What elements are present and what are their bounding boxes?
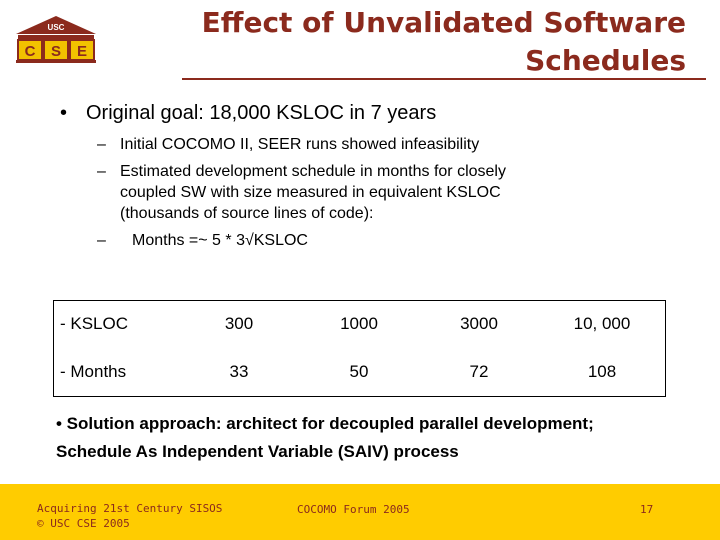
sub-bullet-2-line-2: coupled SW with size measured in equival… [120, 184, 501, 201]
sub-bullet-2-cont-1: coupled SW with size measured in equival… [60, 183, 700, 202]
title-line-2: Schedules [525, 44, 686, 77]
logo-letter-e: E [77, 43, 87, 60]
title-underline [182, 78, 706, 80]
row-label-months: - Months [60, 362, 127, 381]
sub-bullet-3: – Months =~ 5 * 3√KSLOC [60, 231, 700, 250]
bullet-list: • Original goal: 18,000 KSLOC in 7 years… [60, 100, 700, 250]
dash-icon: – [97, 163, 106, 180]
table-cell: 33 [229, 362, 249, 381]
sub-bullet-1: – Initial COCOMO II, SEER runs showed in… [60, 135, 700, 154]
table-cell: 300 [224, 314, 254, 333]
table-cell: 50 [349, 362, 369, 381]
solution-line-1: • Solution approach: architect for decou… [56, 414, 594, 433]
page-number: 17 [640, 503, 654, 516]
footer-event: COCOMO Forum 2005 [297, 503, 410, 516]
main-bullet: • Original goal: 18,000 KSLOC in 7 years [60, 100, 700, 126]
schedule-formula: Months =~ 5 * 3√KSLOC [132, 232, 308, 249]
sub-bullet-2: – Estimated development schedule in mont… [60, 162, 700, 181]
bullet-dot-icon: • [60, 102, 68, 124]
solution-line-2: Schedule As Independent Variable (SAIV) … [56, 442, 459, 461]
main-bullet-text: Original goal: 18,000 KSLOC in 7 years [86, 102, 437, 124]
slide-footer: Acquiring 21st Century SISOS © USC CSE 2… [0, 484, 720, 540]
logo-letter-s: S [51, 43, 61, 60]
table-row: - KSLOC 300 1000 3000 10, 000 [54, 301, 665, 349]
dash-icon: – [97, 232, 106, 249]
table-row: - Months 33 50 72 108 [54, 349, 665, 397]
solution-approach: • Solution approach: architect for decou… [56, 410, 706, 466]
logo-top-text: USC [48, 23, 65, 32]
row-label-ksloc: - KSLOC [60, 314, 129, 333]
table-cell: 3000 [460, 314, 498, 333]
table-cell: 1000 [340, 314, 378, 333]
table-cell: 72 [469, 362, 489, 381]
sub-bullet-2-line-3: (thousands of source lines of code): [120, 205, 374, 222]
logo-graphic: USC C S E [16, 16, 96, 63]
usc-cse-logo: USC C S E [12, 12, 100, 64]
sub-bullet-2-cont-2: (thousands of source lines of code): [60, 204, 700, 223]
title-line-1: Effect of Unvalidated Software [201, 6, 686, 39]
footer-course-title: Acquiring 21st Century SISOS [37, 502, 223, 515]
slide-title: Effect of Unvalidated Software Schedules [166, 4, 686, 80]
ksloc-months-table: - KSLOC 300 1000 3000 10, 000 - Months 3… [53, 300, 666, 397]
dash-icon: – [97, 136, 106, 153]
sub-bullet-1-text: Initial COCOMO II, SEER runs showed infe… [120, 136, 480, 153]
footer-copyright: © USC CSE 2005 [37, 517, 130, 530]
footer-left: Acquiring 21st Century SISOS © USC CSE 2… [37, 501, 222, 531]
logo-letter-c: C [25, 43, 36, 60]
table-cell: 108 [587, 362, 617, 381]
table-cell: 10, 000 [573, 314, 631, 333]
sub-bullet-2-line-1: Estimated development schedule in months… [120, 163, 506, 180]
